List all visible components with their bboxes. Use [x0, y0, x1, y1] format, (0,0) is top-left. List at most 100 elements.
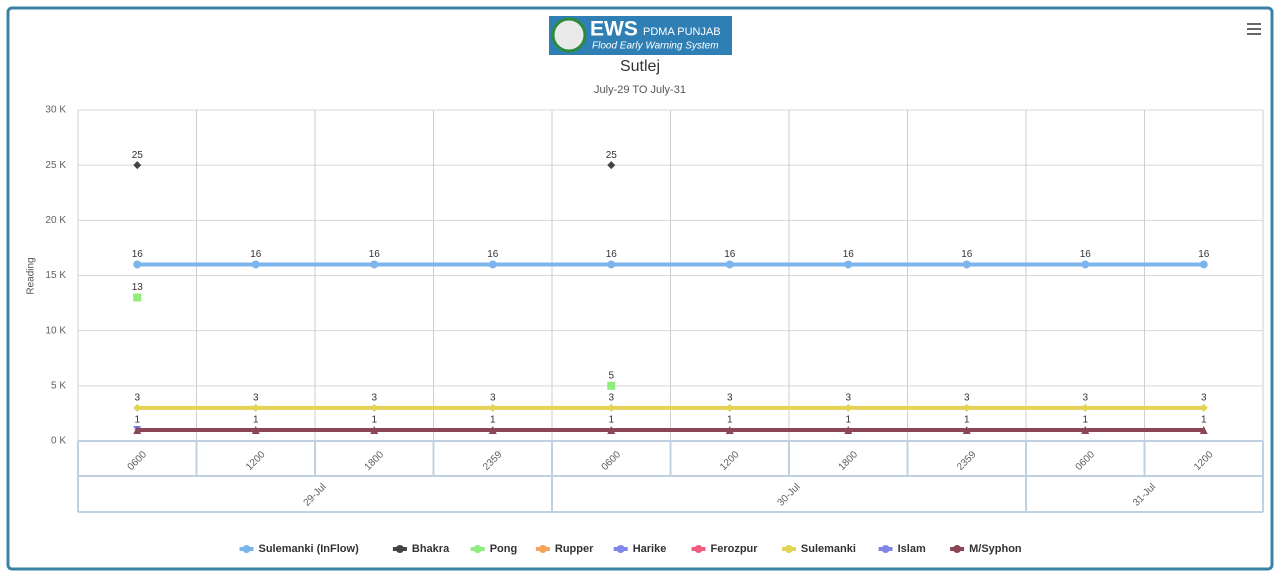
legend-symbol	[881, 545, 890, 553]
legend-label[interactable]: Ferozpur	[711, 543, 759, 555]
menu-bar	[1247, 23, 1261, 25]
data-label: 5	[608, 370, 614, 381]
y-tick-label: 0 K	[51, 436, 66, 447]
legend-label[interactable]: M/Syphon	[969, 543, 1022, 555]
data-label: 3	[845, 393, 851, 404]
data-label: 1	[964, 415, 970, 426]
legend-item[interactable]: Islam	[878, 543, 926, 555]
data-label: 3	[490, 393, 496, 404]
legend-symbol	[538, 545, 547, 553]
menu-button[interactable]	[1245, 22, 1263, 36]
point	[844, 260, 853, 269]
data-label: 16	[132, 249, 144, 260]
data-label: 1	[1082, 415, 1088, 426]
point	[1081, 425, 1090, 434]
point	[1199, 403, 1208, 412]
point	[725, 260, 734, 269]
legend-label[interactable]: Sulemanki	[801, 543, 856, 555]
legend-label[interactable]: Islam	[898, 543, 926, 555]
logo: EWS PDMA PUNJAB Flood Early Warning Syst…	[549, 16, 732, 55]
point	[607, 403, 616, 412]
logo-emblem	[551, 17, 587, 53]
legend-item[interactable]: Bhakra	[392, 543, 450, 555]
point	[962, 425, 971, 434]
point	[962, 403, 971, 412]
data-label: 3	[134, 393, 140, 404]
data-label: 1	[490, 415, 496, 426]
data-label: 3	[253, 393, 259, 404]
point	[251, 260, 260, 269]
data-label: 16	[369, 249, 381, 260]
data-label: 1	[727, 415, 733, 426]
data-label: 1	[1201, 415, 1207, 426]
y-tick-label: 25 K	[45, 160, 66, 171]
data-label: 3	[1082, 393, 1088, 404]
legend-item[interactable]: Ferozpur	[691, 543, 759, 555]
data-label: 1	[845, 415, 851, 426]
legend-symbol	[395, 545, 404, 553]
point	[251, 403, 260, 412]
menu-bar	[1247, 28, 1261, 30]
point	[607, 161, 616, 170]
series: 3 3 3 3 3 3 3 3 3 3	[133, 393, 1208, 412]
legend-symbol	[694, 545, 703, 553]
logo-subtitle: Flood Early Warning System	[592, 41, 719, 52]
data-label: 16	[606, 249, 618, 260]
legend-item[interactable]: Harike	[613, 543, 667, 555]
data-label: 3	[1201, 393, 1207, 404]
legend-symbol	[242, 545, 251, 553]
legend-label[interactable]: Pong	[490, 543, 518, 555]
legend-item[interactable]: Sulemanki	[781, 543, 856, 555]
data-label: 3	[608, 393, 614, 404]
point	[133, 403, 142, 412]
y-axis-title: Reading	[26, 257, 37, 294]
logo-org: PDMA PUNJAB	[643, 26, 721, 38]
legend-item[interactable]: M/Syphon	[950, 543, 1022, 555]
point	[370, 403, 379, 412]
chart-title: Sutlej	[620, 58, 660, 75]
point	[370, 425, 379, 434]
data-label: 16	[961, 249, 973, 260]
legend-symbol	[473, 545, 482, 553]
legend-symbol	[953, 545, 962, 553]
point	[488, 403, 497, 412]
legend-symbol	[616, 545, 625, 553]
y-tick-label: 20 K	[45, 215, 66, 226]
point	[1199, 425, 1208, 434]
legend-item[interactable]: Rupper	[535, 543, 594, 555]
legend-label[interactable]: Rupper	[555, 543, 594, 555]
point	[370, 260, 379, 269]
data-label: 13	[132, 282, 144, 293]
y-tick-label: 10 K	[45, 325, 66, 336]
data-label: 3	[727, 393, 733, 404]
point	[133, 260, 142, 269]
data-label: 16	[1198, 249, 1210, 260]
y-tick-label: 30 K	[45, 105, 66, 116]
point	[1081, 403, 1090, 412]
data-label: 25	[132, 150, 144, 161]
point	[1081, 260, 1090, 269]
legend-label[interactable]: Sulemanki (InFlow)	[259, 543, 360, 555]
legend-symbol	[784, 545, 793, 553]
data-label: 16	[250, 249, 262, 260]
point	[607, 381, 616, 390]
legend-item[interactable]: Sulemanki (InFlow)	[239, 543, 360, 555]
data-label: 3	[964, 393, 970, 404]
point	[133, 293, 142, 302]
data-label: 16	[487, 249, 499, 260]
y-tick-label: 5 K	[51, 380, 66, 391]
y-tick-label: 15 K	[45, 270, 66, 281]
data-label: 16	[843, 249, 855, 260]
data-label: 16	[724, 249, 736, 260]
point	[488, 260, 497, 269]
point	[725, 425, 734, 434]
legend-label[interactable]: Bhakra	[412, 543, 450, 555]
legend-label[interactable]: Harike	[633, 543, 667, 555]
legend-item[interactable]: Pong	[470, 543, 518, 555]
point	[133, 161, 142, 170]
point	[251, 425, 260, 434]
logo-title: EWS	[590, 18, 638, 41]
point	[607, 425, 616, 434]
point	[725, 403, 734, 412]
